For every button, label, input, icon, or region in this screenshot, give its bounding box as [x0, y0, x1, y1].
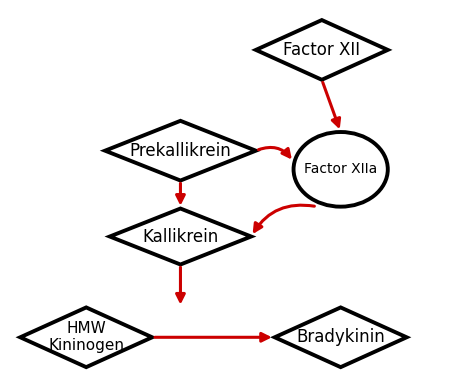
Polygon shape	[110, 209, 251, 264]
Text: HMW
Kininogen: HMW Kininogen	[48, 321, 124, 353]
Polygon shape	[275, 308, 407, 367]
Text: Factor XII: Factor XII	[283, 41, 360, 59]
Text: Prekallikrein: Prekallikrein	[129, 142, 231, 160]
Text: Kallikrein: Kallikrein	[142, 227, 219, 246]
Polygon shape	[256, 20, 388, 80]
Circle shape	[293, 132, 388, 207]
Text: Bradykinin: Bradykinin	[296, 328, 385, 346]
Polygon shape	[105, 121, 256, 180]
Text: Factor XIIa: Factor XIIa	[304, 162, 377, 176]
Polygon shape	[20, 308, 152, 367]
